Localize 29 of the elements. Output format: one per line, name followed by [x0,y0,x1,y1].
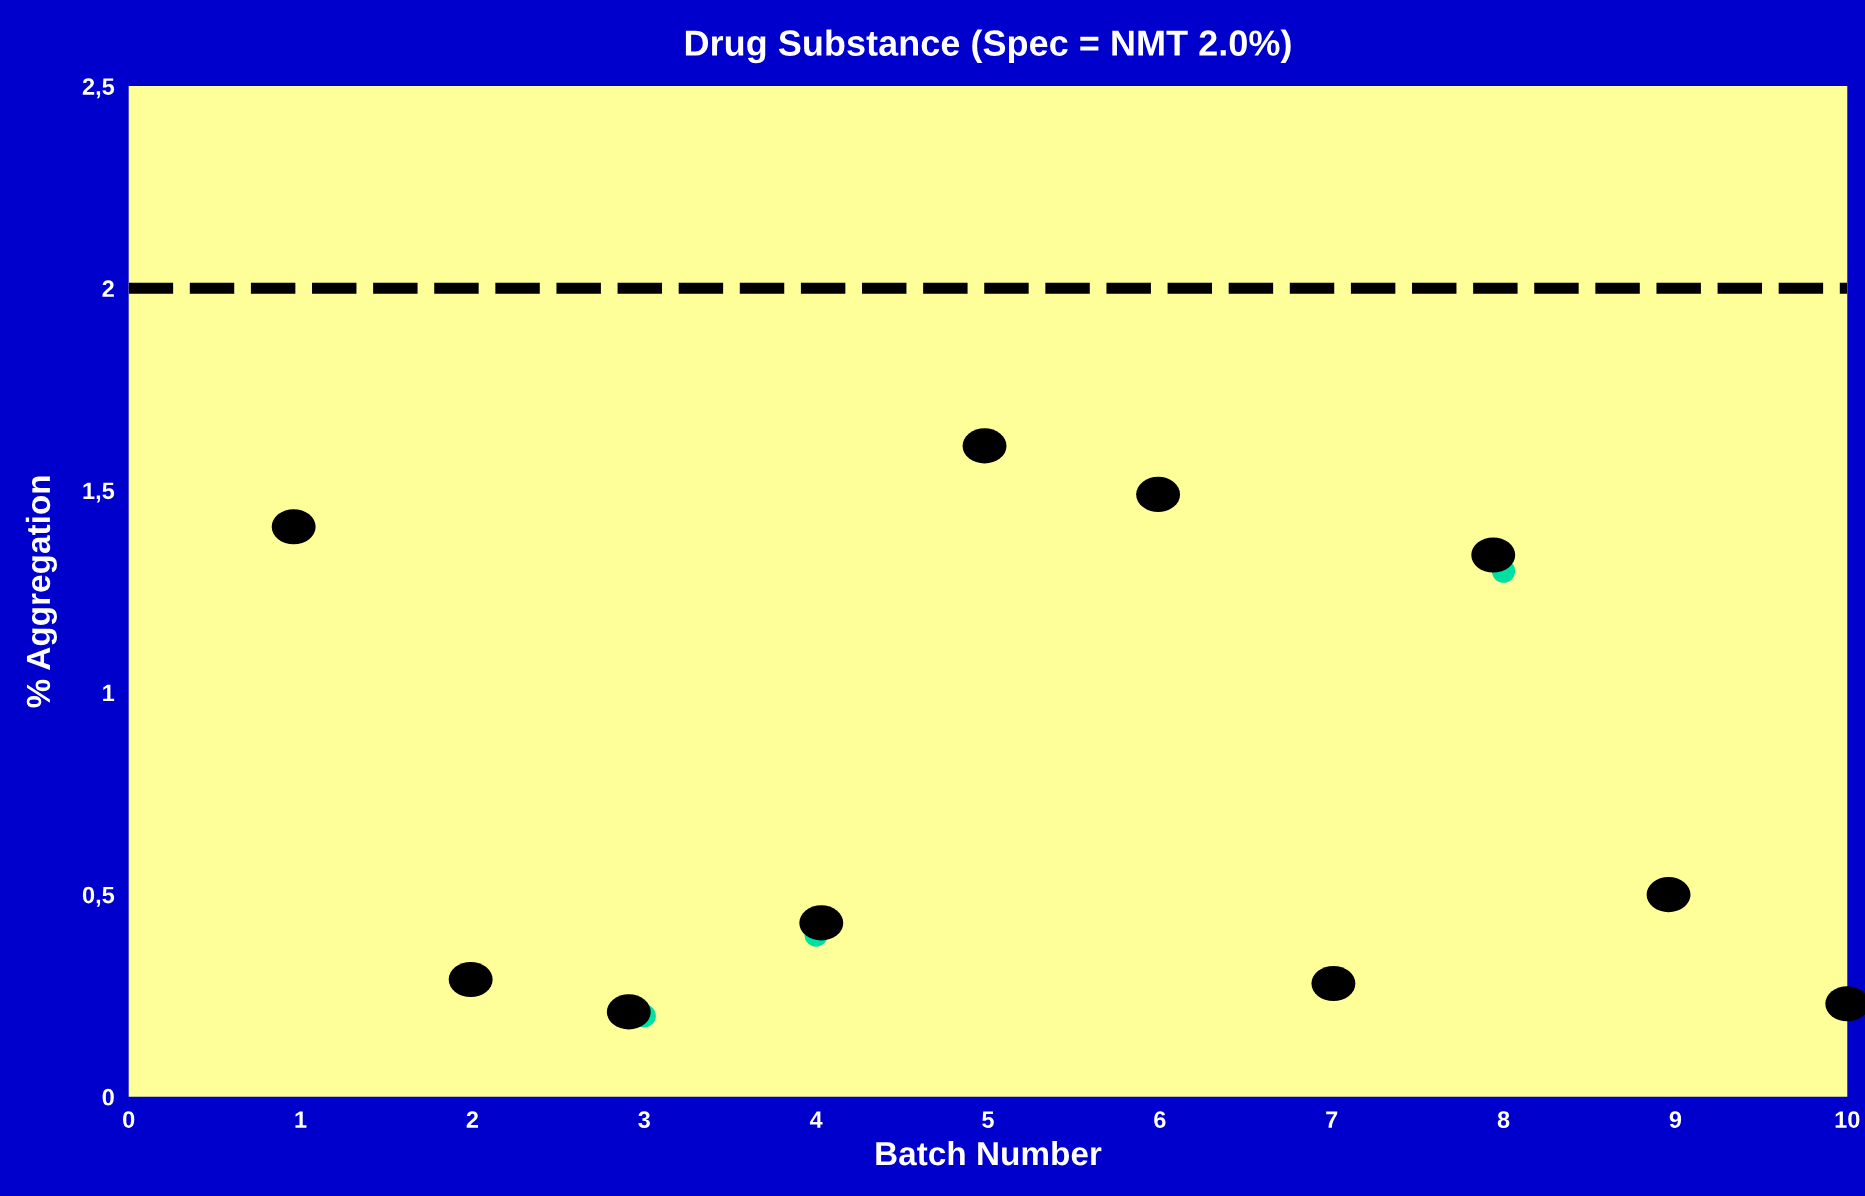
x-tick-label: 0 [123,1111,135,1128]
point [1471,537,1516,573]
point [1311,965,1356,1002]
x-tick-label: 1 [295,1111,307,1128]
chart-title: Drug Substance (Spec = NMT 2.0%) [685,29,1291,64]
point [448,961,493,998]
x-tick-label: 9 [1669,1111,1682,1128]
x-tick-label: 3 [638,1111,650,1128]
point [1646,877,1691,913]
point [606,994,651,1030]
point [1136,476,1181,512]
y-tick-label: 0 [102,1088,114,1106]
x-axis-title: Batch Number [876,1140,1102,1166]
x-tick-label: 7 [1326,1111,1338,1128]
y-tick-label: 2,5 [82,78,115,99]
y-tick-label: 1 [103,684,115,702]
y-tick-label: 1,5 [83,482,115,503]
x-tick-label: 10 [1835,1111,1860,1128]
point [962,428,1007,464]
x-tick-label: 5 [982,1111,994,1128]
y-axis-title: % Aggregation [25,476,57,708]
point [271,509,316,545]
x-tick-label: 4 [809,1111,823,1128]
x-tick-label: 6 [1154,1111,1166,1128]
x-tick-label: 2 [466,1111,479,1128]
y-tick-label: 0,5 [82,886,115,907]
y-tick-label: 2 [102,280,114,297]
x-tick-label: 8 [1497,1111,1510,1128]
point [799,905,844,941]
